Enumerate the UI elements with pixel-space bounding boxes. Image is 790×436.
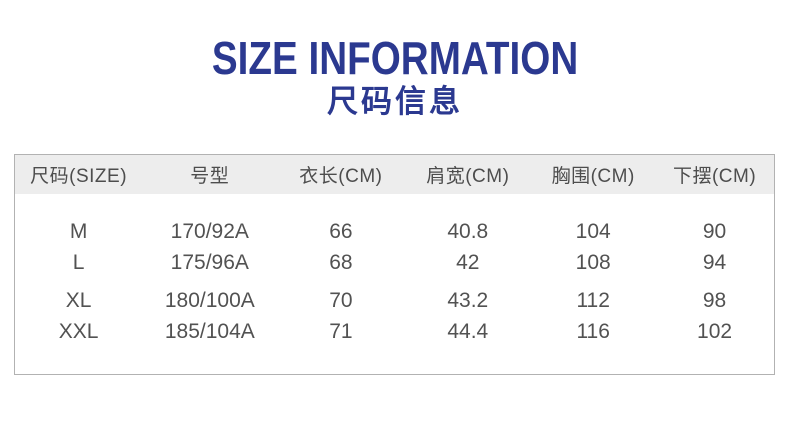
table-cell: 44.4 xyxy=(447,319,489,343)
table-cell: XXL xyxy=(58,319,99,343)
header-cell-chest: 胸围(CM) xyxy=(531,154,656,194)
header-cell-model: 号型 xyxy=(142,154,278,194)
table-cell: 40.8 xyxy=(447,219,489,243)
header-cell-shoulder: 肩宽(CM) xyxy=(404,154,532,194)
table-row-xl: XL 180/100A 70 43.2 112 98 xyxy=(15,282,775,320)
table-cell: 71 xyxy=(329,319,353,343)
table-cell: 68 xyxy=(329,250,353,274)
table-cell: 175/96A xyxy=(170,250,249,274)
page-title-chinese: 尺码信息 xyxy=(327,84,463,120)
table-cell: 94 xyxy=(702,250,727,274)
header-cell-hem: 下摆(CM) xyxy=(655,154,775,194)
table-cell: 104 xyxy=(575,219,611,243)
table-cell: XL xyxy=(65,288,92,312)
table-cell: 66 xyxy=(329,219,353,243)
size-table: 尺码(SIZE) 号型 衣长(CM) 肩宽(CM) 胸围(CM) 下摆(CM) … xyxy=(14,154,775,375)
table-row-m: M 170/92A 66 40.8 104 90 xyxy=(15,194,775,244)
table-cell: 102 xyxy=(697,319,733,343)
table-cell: 90 xyxy=(702,219,727,243)
table-header-row: 尺码(SIZE) 号型 衣长(CM) 肩宽(CM) 胸围(CM) 下摆(CM) xyxy=(14,154,775,194)
header-cell-length: 衣长(CM) xyxy=(277,154,405,194)
table-cell: 70 xyxy=(329,288,353,312)
table-cell: 170/92A xyxy=(170,219,249,243)
table-row-l: L 175/96A 68 42 108 94 xyxy=(15,244,775,282)
table-row-xxl: XXL 185/104A 71 44.4 116 102 xyxy=(15,320,775,375)
title-block: SIZE INFORMATION 尺码信息 xyxy=(0,34,790,119)
table-cell: 112 xyxy=(576,288,610,312)
size-table-container: 尺码(SIZE) 号型 衣长(CM) 肩宽(CM) 胸围(CM) 下摆(CM) … xyxy=(14,154,775,375)
table-cell: L xyxy=(72,250,85,274)
page-title-english: SIZE INFORMATION xyxy=(211,32,579,84)
table-cell: 108 xyxy=(575,250,611,274)
table-cell: 43.2 xyxy=(447,288,489,312)
header-cell-size: 尺码(SIZE) xyxy=(14,154,143,194)
table-cell: 185/104A xyxy=(164,319,255,343)
table-cell: 116 xyxy=(576,319,610,343)
table-cell: 98 xyxy=(702,288,727,312)
table-cell: M xyxy=(69,219,88,243)
table-cell: 42 xyxy=(456,250,480,274)
table-cell: 180/100A xyxy=(164,288,255,312)
